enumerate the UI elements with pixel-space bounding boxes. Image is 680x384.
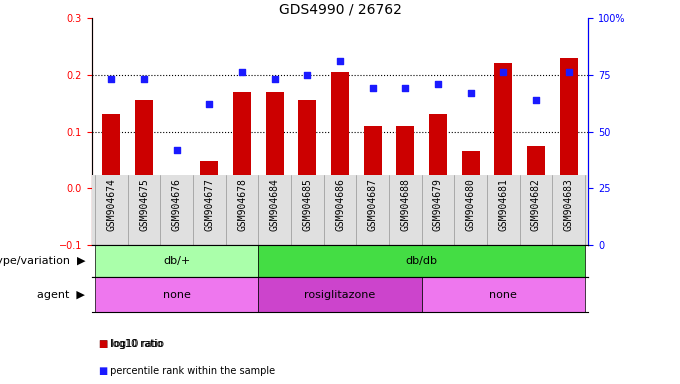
Text: ■: ■ xyxy=(99,366,108,376)
Text: genotype/variation  ▶: genotype/variation ▶ xyxy=(0,256,85,266)
Point xyxy=(269,76,280,82)
Point xyxy=(400,85,411,91)
Point xyxy=(465,90,476,96)
Text: GSM904676: GSM904676 xyxy=(172,179,182,232)
Point xyxy=(237,70,248,76)
Bar xyxy=(299,100,316,188)
Text: GSM904687: GSM904687 xyxy=(368,179,377,232)
Point xyxy=(171,147,182,153)
Title: GDS4990 / 26762: GDS4990 / 26762 xyxy=(279,3,401,17)
Bar xyxy=(103,114,120,188)
Point xyxy=(530,97,541,103)
Bar xyxy=(266,92,284,188)
Text: ■ log10 ratio: ■ log10 ratio xyxy=(99,339,164,349)
Text: GSM904674: GSM904674 xyxy=(106,179,116,232)
Bar xyxy=(168,188,186,191)
Point xyxy=(139,76,150,82)
Bar xyxy=(396,126,414,188)
Bar xyxy=(364,126,381,188)
Text: percentile rank within the sample: percentile rank within the sample xyxy=(107,366,275,376)
Bar xyxy=(422,277,585,312)
Text: db/db: db/db xyxy=(406,256,438,266)
Text: GSM904683: GSM904683 xyxy=(564,179,574,232)
Point xyxy=(367,85,378,91)
Text: none: none xyxy=(163,290,190,300)
Bar xyxy=(560,58,577,188)
Bar xyxy=(258,245,585,277)
Text: GSM904677: GSM904677 xyxy=(205,179,214,232)
Text: db/+: db/+ xyxy=(163,256,190,266)
Text: GSM904678: GSM904678 xyxy=(237,179,247,232)
Text: log10 ratio: log10 ratio xyxy=(107,339,163,349)
Point xyxy=(563,70,574,76)
Bar xyxy=(429,114,447,188)
Bar xyxy=(462,151,479,188)
Text: GSM904686: GSM904686 xyxy=(335,179,345,232)
Bar xyxy=(527,146,545,188)
Text: rosiglitazone: rosiglitazone xyxy=(305,290,375,300)
Bar xyxy=(331,72,349,188)
Bar xyxy=(258,277,422,312)
Text: GSM904684: GSM904684 xyxy=(270,179,279,232)
Text: GSM904675: GSM904675 xyxy=(139,179,149,232)
Text: GSM904682: GSM904682 xyxy=(531,179,541,232)
Text: ■: ■ xyxy=(99,339,108,349)
Point xyxy=(335,58,345,64)
Text: GSM904681: GSM904681 xyxy=(498,179,508,232)
Point xyxy=(432,81,443,87)
Point xyxy=(106,76,117,82)
Text: GSM904688: GSM904688 xyxy=(401,179,410,232)
Point xyxy=(302,72,313,78)
Bar xyxy=(95,245,258,277)
Text: GSM904679: GSM904679 xyxy=(433,179,443,232)
Point xyxy=(204,101,215,108)
Bar xyxy=(201,161,218,188)
Text: GSM904680: GSM904680 xyxy=(466,179,475,232)
Bar xyxy=(95,277,258,312)
Bar xyxy=(494,63,512,188)
Point xyxy=(498,70,509,76)
Text: agent  ▶: agent ▶ xyxy=(37,290,85,300)
Bar xyxy=(233,92,251,188)
Text: none: none xyxy=(490,290,517,300)
Text: GSM904685: GSM904685 xyxy=(303,179,312,232)
Bar xyxy=(135,100,153,188)
